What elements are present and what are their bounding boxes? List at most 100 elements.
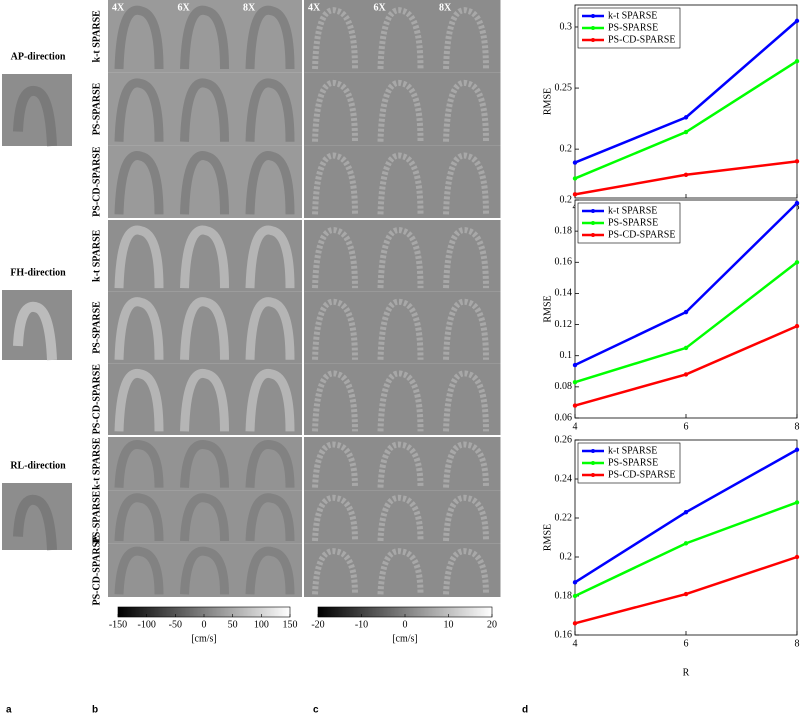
data-point [572, 580, 578, 585]
colorbar-tick-label: -100 [137, 619, 155, 630]
y-tick-label: 0.22 [555, 512, 573, 523]
x-axis-label: R [683, 667, 690, 678]
data-point [794, 500, 800, 505]
y-tick-label: 0.3 [560, 21, 573, 32]
method-label: PS-CD-SPARSE [91, 535, 102, 606]
aorta-shape [312, 370, 358, 432]
aorta-shape [312, 227, 358, 289]
aorta-shape [180, 151, 229, 215]
aorta-shape [443, 298, 489, 360]
acceleration-label: 4X [308, 2, 321, 13]
legend-marker [591, 473, 595, 477]
method-label: PS-SPARSE [91, 301, 102, 354]
aorta-shape [114, 368, 164, 432]
data-point [572, 379, 578, 385]
method-label: k-t SPARSE [91, 229, 102, 282]
aorta-shape [114, 78, 164, 142]
colorbar-tick-label: -10 [355, 619, 368, 630]
panel-letter: a [6, 705, 12, 716]
data-point [794, 447, 800, 452]
colorbar-tick-label: 50 [228, 619, 238, 630]
legend-label: k-t SPARSE [608, 10, 657, 21]
y-tick-label: 0.12 [555, 319, 573, 330]
data-point [683, 172, 689, 177]
aorta-shape [245, 151, 295, 215]
aorta-shape [377, 79, 424, 142]
aorta-shape [377, 152, 424, 215]
panel-letter: b [92, 705, 98, 716]
data-point [572, 160, 578, 165]
legend-label: PS-CD-SPARSE [608, 469, 675, 480]
plot-frame [574, 199, 798, 419]
data-point [683, 129, 689, 135]
colorbar-unit: [cm/s] [191, 633, 217, 644]
data-point [572, 621, 578, 626]
x-tick-label: 6 [684, 638, 689, 649]
y-tick-label: 0.18 [555, 225, 573, 236]
data-point [794, 554, 800, 560]
aorta-shape [312, 298, 358, 360]
legend-marker [591, 38, 595, 42]
colorbar-unit: [cm/s] [392, 633, 418, 644]
y-tick-label: 0.25 [555, 82, 573, 93]
legend-label: k-t SPARSE [608, 445, 657, 456]
aorta-shape [114, 5, 164, 70]
aorta-shape [13, 301, 57, 361]
aorta-shape [245, 297, 295, 360]
y-tick-label: 0.2 [560, 194, 573, 205]
aorta-shape [245, 546, 295, 595]
data-point [794, 58, 800, 64]
aorta-shape [13, 85, 57, 147]
aorta-shape [180, 368, 229, 432]
legend-marker [591, 221, 595, 225]
data-point [572, 403, 578, 408]
method-label: PS-SPARSE [91, 490, 102, 543]
data-point [794, 159, 800, 164]
colorbar-tick-label: 20 [487, 619, 497, 630]
data-point [572, 176, 578, 181]
aorta-shape [180, 297, 229, 360]
aorta-shape [114, 493, 164, 542]
legend-label: PS-CD-SPARSE [608, 34, 675, 45]
method-label: PS-CD-SPARSE [91, 146, 102, 217]
aorta-shape [312, 79, 358, 142]
y-tick-label: 0.06 [555, 412, 573, 423]
data-point [572, 362, 578, 368]
data-point [683, 345, 689, 351]
aorta-shape [180, 493, 229, 542]
aorta-shape [13, 494, 57, 551]
method-label: k-t SPARSE [91, 10, 102, 63]
data-point [572, 593, 578, 599]
aorta-shape [114, 151, 164, 215]
legend-label: PS-SPARSE [608, 457, 658, 468]
data-point [794, 200, 800, 206]
colorbar-tick-label: -150 [109, 619, 127, 630]
aorta-shape [443, 79, 489, 142]
data-point [794, 260, 800, 265]
colorbar-tick-label: 150 [283, 619, 298, 630]
aorta-shape [245, 493, 295, 542]
x-tick-label: 6 [684, 421, 689, 432]
legend-label: PS-SPARSE [608, 217, 658, 228]
y-tick-label: 0.16 [555, 629, 573, 640]
legend-marker [591, 233, 595, 237]
y-tick-label: 0.08 [555, 381, 573, 392]
aorta-shape [180, 225, 229, 289]
aorta-shape [245, 368, 295, 432]
y-tick-label: 0.1 [560, 350, 573, 361]
legend-label: PS-SPARSE [608, 22, 658, 33]
aorta-shape [114, 297, 164, 360]
x-tick-label: 4 [573, 638, 578, 649]
legend-label: k-t SPARSE [608, 205, 657, 216]
data-point [683, 309, 689, 315]
colorbar-tick-label: 10 [444, 619, 454, 630]
legend-label: PS-CD-SPARSE [608, 229, 675, 240]
direction-label: RL-direction [10, 460, 66, 471]
data-point [683, 541, 689, 546]
method-label: PS-SPARSE [91, 82, 102, 135]
aorta-shape [312, 152, 358, 215]
y-axis-label: RMSE [542, 295, 553, 322]
acceleration-label: 8X [439, 2, 452, 13]
velocity-image [2, 74, 72, 146]
data-point [794, 323, 800, 329]
